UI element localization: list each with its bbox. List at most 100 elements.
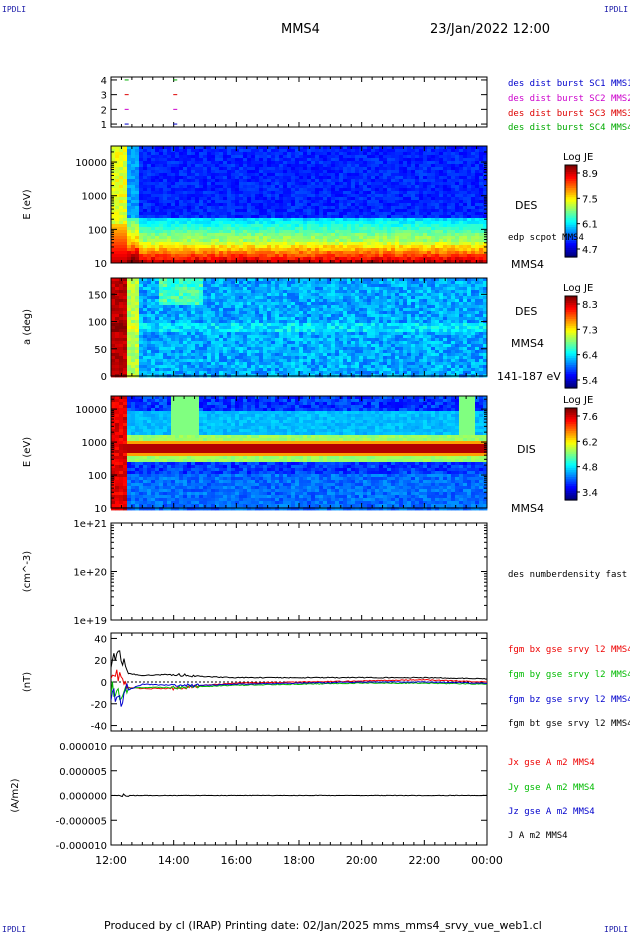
heatmap-cell [175,353,180,357]
heatmap-cell [195,329,200,333]
heatmap-cell [119,314,124,318]
heatmap-cell [175,182,180,186]
heatmap-cell [399,236,404,240]
heatmap-cell [199,332,204,336]
heatmap-cell [187,356,192,360]
heatmap-cell [223,338,228,342]
heatmap-cell [203,362,208,366]
heatmap-cell [271,146,276,150]
heatmap-cell [351,218,356,222]
heatmap-cell [215,188,220,192]
heatmap-cell [319,239,324,243]
heatmap-cell [347,200,352,204]
heatmap-cell [179,368,184,372]
heatmap-cell [295,170,300,174]
heatmap-cell [431,149,436,153]
heatmap-cell [155,155,160,159]
heatmap-cell [275,248,280,252]
heatmap-cell [251,224,256,228]
heatmap-cell [179,326,184,330]
heatmap-cell [399,161,404,165]
heatmap-cell [111,155,116,159]
heatmap-cell [371,209,376,213]
heatmap-cell [259,194,264,198]
heatmap-cell [191,317,196,321]
heatmap-cell [479,254,484,258]
heatmap-cell [323,185,328,189]
heatmap-cell [151,248,156,252]
heatmap-cell [139,329,144,333]
heatmap-cell [163,212,168,216]
heatmap-cell [431,185,436,189]
heatmap-cell [267,245,272,249]
heatmap-cell [119,371,124,375]
heatmap-cell [403,197,408,201]
heatmap-cell [423,260,428,264]
heatmap-cell [343,221,348,225]
heatmap-cell [283,161,288,165]
heatmap-cell [211,245,216,249]
heatmap-cell [235,314,240,318]
heatmap-cell [351,194,356,198]
heatmap-cell [167,317,172,321]
heatmap-cell [215,332,220,336]
heatmap-cell [315,218,320,222]
heatmap-cell [111,299,116,303]
heatmap-cell [275,155,280,159]
heatmap-cell [151,362,156,366]
heatmap-cell [339,248,344,252]
heatmap-cell [271,254,276,258]
heatmap-cell [115,242,120,246]
heatmap-cell [319,188,324,192]
heatmap-cell [251,248,256,252]
heatmap-cell [119,158,124,162]
heatmap-cell [255,188,260,192]
heatmap-cell [131,350,136,354]
heatmap-cell [235,185,240,189]
heatmap-cell [391,245,396,249]
heatmap-cell [279,203,284,207]
heatmap-cell [259,185,264,189]
heatmap-cell [259,182,264,186]
heatmap-cell [163,359,168,363]
heatmap-cell [351,230,356,234]
heatmap-cell [355,152,360,156]
heatmap-cell [227,254,232,258]
heatmap-cell [479,170,484,174]
heatmap-cell [163,356,168,360]
heatmap-cell [187,362,192,366]
heatmap-cell [135,227,140,231]
heatmap-cell [191,341,196,345]
heatmap-cell [443,176,448,180]
heatmap-cell [199,227,204,231]
heatmap-cell [195,161,200,165]
heatmap-cell [291,254,296,258]
heatmap-cell [367,200,372,204]
heatmap-cell [127,368,132,372]
heatmap-cell [243,197,248,201]
heatmap-cell [227,155,232,159]
heatmap-cell [203,254,208,258]
heatmap-cell [335,245,340,249]
heatmap-cell [151,359,156,363]
heatmap-cell [283,149,288,153]
heatmap-cell [343,158,348,162]
heatmap-cell [471,149,476,153]
heatmap-cell [143,308,148,312]
heatmap-cell [479,146,484,150]
heatmap-cell [307,209,312,213]
heatmap-cell [203,188,208,192]
heatmap-cell [267,209,272,213]
heatmap-cell [135,161,140,165]
heatmap-cell [323,191,328,195]
heatmap-cell [283,260,288,264]
heatmap-cell [451,257,456,261]
heatmap-cell [263,188,268,192]
heatmap-cell [407,170,412,174]
heatmap-cell [143,302,148,306]
heatmap-cell [135,284,140,288]
heatmap-cell [267,221,272,225]
heatmap-cell [215,320,220,324]
heatmap-cell [375,182,380,186]
heatmap-cell [339,167,344,171]
